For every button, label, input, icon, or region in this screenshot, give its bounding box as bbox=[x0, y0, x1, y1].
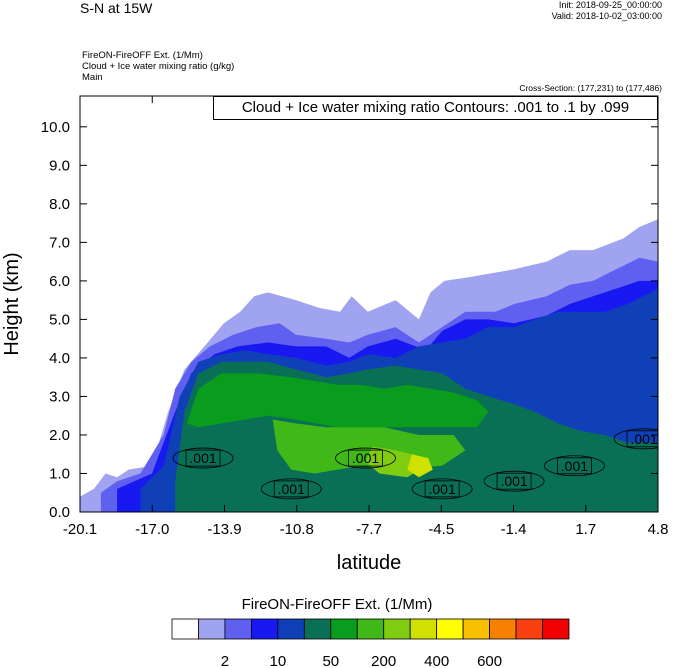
contour-label: .001 bbox=[500, 473, 527, 489]
plot-title: S-N at 15W bbox=[80, 0, 153, 16]
colorbar-swatch bbox=[515, 618, 543, 640]
y-tick-label: 0.0 bbox=[49, 504, 70, 521]
contour-label-box bbox=[424, 480, 460, 498]
contour-label-box bbox=[348, 449, 383, 467]
contour-loop bbox=[335, 447, 396, 469]
x-tick-label: -4.5 bbox=[428, 521, 454, 538]
colorbar-label: 2 bbox=[221, 653, 229, 668]
contour-lines: .001 .001 .001 .001 .001 .001 .001 bbox=[172, 428, 658, 500]
cross-section-info: Cross-Section: (177,231) to (177,486) bbox=[519, 83, 662, 93]
contour-label: .001 bbox=[352, 450, 379, 466]
colorbar-swatch bbox=[542, 618, 570, 640]
x-tick-label: -1.4 bbox=[501, 521, 527, 538]
colorbar-label: 600 bbox=[477, 653, 502, 668]
x-tick-label: -13.9 bbox=[207, 521, 241, 538]
contour-loop bbox=[172, 447, 234, 469]
colorbar-label: 50 bbox=[322, 653, 339, 668]
contour-loop bbox=[260, 478, 322, 500]
colorbar-swatch bbox=[303, 618, 332, 640]
colorbar-title: FireON-FireOFF Ext. (1/Mm) bbox=[241, 596, 433, 613]
colorbar-label: 400 bbox=[424, 653, 449, 668]
init-time: Init: 2018-09-25_00:00:00 bbox=[558, 0, 662, 10]
colorbar-swatch bbox=[171, 618, 199, 640]
contour-label-box bbox=[185, 449, 221, 467]
x-tick-label: -20.1 bbox=[63, 521, 97, 538]
colorbar-swatch bbox=[436, 618, 464, 640]
fill-layer-6 bbox=[186, 373, 489, 428]
contour-label: .001 bbox=[189, 450, 216, 466]
field-line-2: Cloud + Ice water mixing ratio (g/kg) bbox=[82, 61, 235, 72]
colorbar-swatch bbox=[383, 618, 411, 640]
colorbar: 2 10 50 200 400 600 bbox=[171, 618, 570, 668]
fill-layer-9 bbox=[407, 454, 433, 478]
field-line-1: FireON-FireOFF Ext. (1/Mm) bbox=[82, 50, 203, 61]
contour-label: .001 bbox=[278, 481, 305, 497]
contour-label-box bbox=[626, 430, 658, 448]
y-tick-label: 4.0 bbox=[49, 350, 70, 367]
x-tick-label: -7.7 bbox=[356, 521, 382, 538]
field-description: FireON-FireOFF Ext. (1/Mm) Cloud + Ice w… bbox=[82, 50, 234, 83]
y-tick-label: 2.0 bbox=[49, 427, 70, 444]
contour-loop bbox=[411, 478, 473, 500]
contour-label-box bbox=[273, 480, 309, 498]
colorbar-label: 200 bbox=[371, 653, 396, 668]
colorbar-swatch bbox=[330, 618, 358, 640]
colorbar-swatch bbox=[409, 618, 438, 640]
y-tick-label: 8.0 bbox=[49, 196, 70, 213]
valid-time: Valid: 2018-10-02_03:00:00 bbox=[551, 11, 662, 21]
contour-loop bbox=[483, 470, 545, 492]
y-tick-label: 6.0 bbox=[49, 273, 70, 290]
y-axis: 0.0 1.0 2.0 3.0 4.0 5.0 6.0 7.0 8.0 9.0 10.0 bbox=[41, 119, 658, 521]
x-tick-label: -10.8 bbox=[280, 521, 314, 538]
y-tick-label: 3.0 bbox=[49, 388, 70, 405]
time-info: Init: 2018-09-25_00:00:00 Valid: 2018-10… bbox=[552, 0, 662, 22]
y-tick-label: 10.0 bbox=[41, 119, 70, 136]
colorbar-swatch bbox=[250, 618, 279, 640]
colorbar-swatch bbox=[462, 618, 491, 640]
colorbar-swatch bbox=[277, 618, 305, 640]
contour-loop bbox=[544, 455, 605, 477]
y-tick-label: 5.0 bbox=[49, 311, 70, 328]
colorbar-label: 10 bbox=[270, 653, 287, 668]
y-tick-label: 7.0 bbox=[49, 234, 70, 251]
x-tick-label: -17.0 bbox=[135, 521, 169, 538]
field-line-3: Main bbox=[82, 72, 103, 83]
colorbar-swatch bbox=[356, 618, 385, 640]
colorbar-swatch bbox=[489, 618, 517, 640]
contour-label: .001 bbox=[630, 431, 657, 447]
colorbar-swatch bbox=[224, 618, 252, 640]
x-axis-label: latitude bbox=[337, 552, 402, 574]
contour-label-box bbox=[496, 472, 532, 490]
contour-label-box bbox=[557, 457, 592, 475]
x-tick-label: 4.8 bbox=[648, 521, 669, 538]
x-tick-label: 1.7 bbox=[575, 521, 596, 538]
contour-loop bbox=[613, 428, 658, 450]
contour-label: .001 bbox=[428, 481, 455, 497]
contour-label: .001 bbox=[561, 458, 588, 474]
y-axis-label: Height (km) bbox=[1, 252, 23, 355]
y-tick-label: 9.0 bbox=[49, 157, 70, 174]
colorbar-swatch bbox=[198, 618, 226, 640]
contour-info-box: Cloud + Ice water mixing ratio Contours:… bbox=[213, 96, 658, 120]
y-tick-label: 1.0 bbox=[49, 465, 70, 482]
